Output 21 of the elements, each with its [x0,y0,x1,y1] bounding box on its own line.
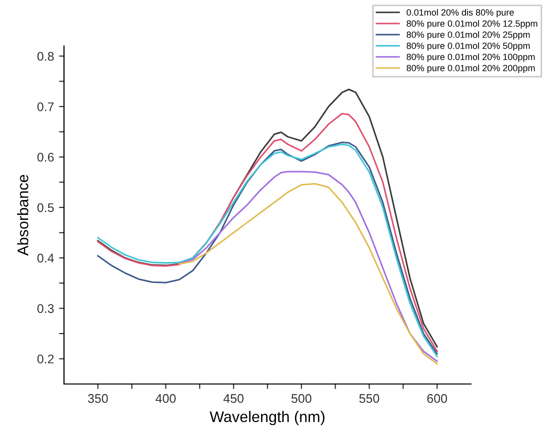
x-tick-label: 350 [88,394,108,403]
y-tick-label: 0.4 [37,254,54,263]
x-tick-label: 500 [291,394,312,403]
legend-label: 80% pure 0.01mol 20% 50ppm [406,42,530,51]
y-tick-label: 0.8 [37,52,54,61]
legend-label: 0.01mol 20% dis 80% pure [406,8,514,18]
legend-label: 80% pure 0.01mol 20% 25ppm [406,31,530,40]
x-tick-label: 600 [427,394,448,403]
legend-label: 80% pure 0.01mol 20% 100ppm [406,53,535,62]
y-tick-label: 0.2 [37,354,54,364]
y-tick-label: 0.5 [37,203,54,212]
x-axis-title: Wavelength (nm) [210,410,324,426]
y-tick-label: 0.3 [37,304,54,313]
x-tick-label: 400 [156,394,176,403]
x-tick-label: 550 [359,394,380,403]
x-tick-label: 450 [223,394,244,403]
legend-label: 80% pure 0.01mol 20% 12.5ppm [406,20,538,29]
y-tick-label: 0.7 [37,102,54,112]
legend-label: 80% pure 0.01mol 20% 200ppm [406,64,535,74]
y-axis-title: Absorbance [17,174,28,256]
y-tick-label: 0.6 [37,152,54,162]
